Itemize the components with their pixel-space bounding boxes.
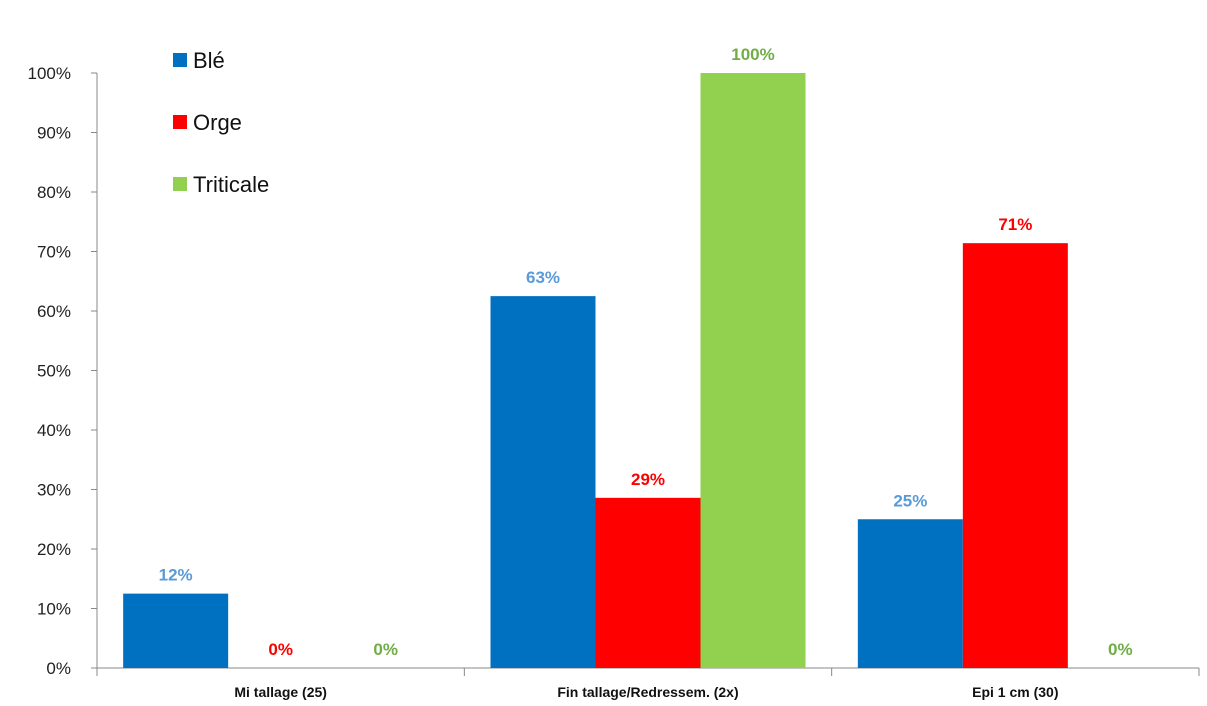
x-category-label: Mi tallage (25): [234, 684, 327, 700]
legend-label: Orge: [193, 110, 242, 135]
y-tick-label: 20%: [37, 540, 71, 559]
data-label: 71%: [998, 215, 1032, 234]
bar-blé-0: [123, 593, 229, 668]
y-tick-label: 0%: [46, 659, 71, 678]
y-tick-label: 50%: [37, 362, 71, 381]
bar-blé-2: [857, 519, 963, 668]
legend-swatch-triticale: [173, 177, 187, 191]
legend: Blé Orge Triticale: [173, 48, 269, 197]
data-label: 0%: [1108, 640, 1133, 659]
y-tick-label: 30%: [37, 481, 71, 500]
legend-label: Blé: [193, 48, 225, 73]
data-label: 0%: [373, 640, 398, 659]
y-axis: 0% 10% 20% 30% 40% 50% 60% 70% 80% 90% 100%: [28, 64, 98, 678]
x-category-label: Epi 1 cm (30): [972, 684, 1058, 700]
y-tick-label: 100%: [28, 64, 71, 83]
bar-orge-2: [962, 243, 1068, 669]
bar-triticale-1: [700, 73, 806, 668]
data-label: 12%: [159, 566, 193, 585]
data-label: 25%: [893, 491, 927, 510]
y-tick-label: 40%: [37, 421, 71, 440]
data-label: 0%: [268, 640, 293, 659]
y-tick-label: 10%: [37, 600, 71, 619]
data-labels: 12% 0% 0% 63% 29% 100% 25% 71% 0%: [159, 45, 1133, 659]
y-tick-label: 60%: [37, 302, 71, 321]
data-label: 29%: [631, 470, 665, 489]
y-tick-label: 80%: [37, 183, 71, 202]
bar-blé-1: [490, 296, 596, 668]
bar-orge-1: [595, 497, 701, 668]
y-tick-label: 70%: [37, 243, 71, 262]
data-label: 100%: [731, 45, 774, 64]
y-tick-label: 90%: [37, 124, 71, 143]
legend-swatch-orge: [173, 115, 187, 129]
x-axis: Mi tallage (25) Fin tallage/Redressem. (2…: [96, 667, 1200, 700]
x-category-label: Fin tallage/Redressem. (2x): [557, 684, 738, 700]
bars: [123, 73, 1068, 669]
legend-label: Triticale: [193, 172, 269, 197]
legend-swatch-blé: [173, 53, 187, 67]
data-label: 63%: [526, 268, 560, 287]
